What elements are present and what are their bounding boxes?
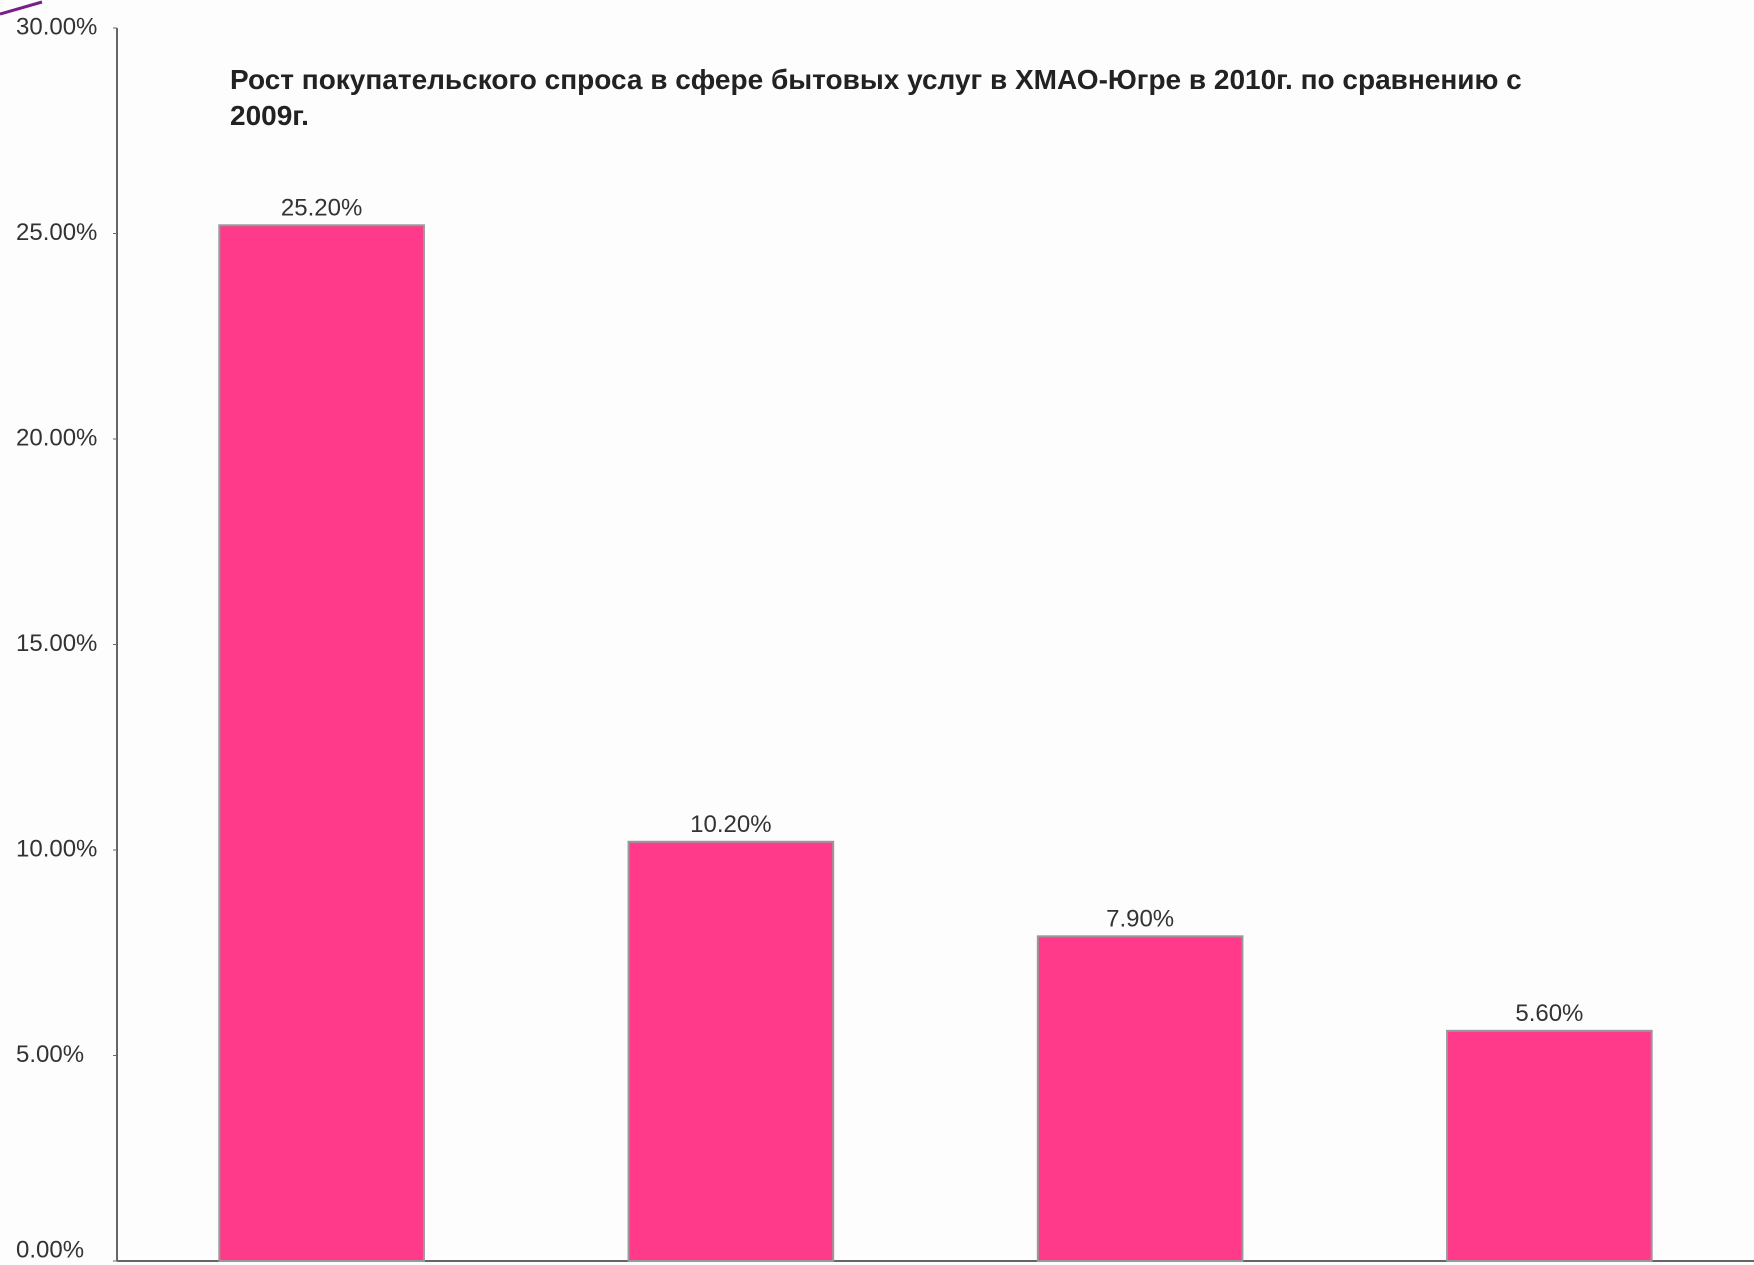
data-label: 10.20% <box>690 811 771 838</box>
decoration <box>0 0 43 16</box>
y-tick-label: 0.00% <box>16 1236 84 1263</box>
y-tick-label: 25.00% <box>16 219 97 246</box>
chart-title: Рост покупательского спроса в сфере быто… <box>230 64 1522 131</box>
y-tick-label: 30.00% <box>16 13 97 40</box>
data-label: 5.60% <box>1515 1000 1583 1027</box>
bar <box>1036 935 1244 1262</box>
y-tick-label: 15.00% <box>16 630 97 657</box>
data-label: 7.90% <box>1106 906 1174 933</box>
bar <box>1446 1029 1653 1262</box>
y-tick-label: 20.00% <box>16 424 97 451</box>
y-tick-label: 10.00% <box>16 835 97 862</box>
bar <box>627 840 835 1263</box>
y-tick-label: 5.00% <box>16 1041 84 1068</box>
bar <box>218 224 425 1262</box>
data-label: 25.20% <box>281 195 362 222</box>
